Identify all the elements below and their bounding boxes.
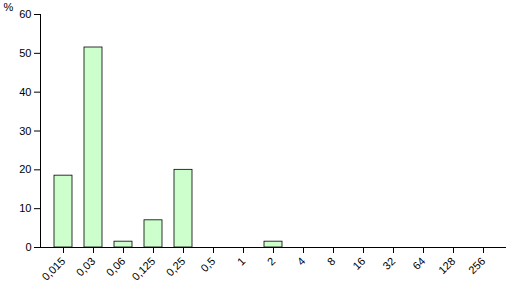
svg-text:0,125: 0,125 bbox=[129, 255, 157, 283]
svg-text:10: 10 bbox=[19, 202, 31, 214]
svg-text:4: 4 bbox=[295, 255, 308, 268]
svg-text:0,03: 0,03 bbox=[74, 255, 98, 279]
svg-text:16: 16 bbox=[350, 255, 367, 272]
svg-text:%: % bbox=[4, 1, 14, 13]
svg-text:0: 0 bbox=[25, 241, 31, 253]
svg-text:2: 2 bbox=[265, 255, 278, 268]
svg-text:30: 30 bbox=[19, 125, 31, 137]
svg-text:0,5: 0,5 bbox=[198, 255, 217, 274]
svg-text:40: 40 bbox=[19, 86, 31, 98]
svg-text:0,015: 0,015 bbox=[39, 255, 67, 283]
svg-text:50: 50 bbox=[19, 47, 31, 59]
svg-text:128: 128 bbox=[436, 255, 457, 276]
svg-text:8: 8 bbox=[325, 255, 338, 268]
svg-text:0,06: 0,06 bbox=[104, 255, 128, 279]
svg-text:20: 20 bbox=[19, 163, 31, 175]
svg-text:0,25: 0,25 bbox=[164, 255, 188, 279]
svg-text:32: 32 bbox=[380, 255, 397, 272]
svg-text:1: 1 bbox=[235, 255, 248, 268]
svg-text:64: 64 bbox=[410, 255, 427, 272]
svg-text:60: 60 bbox=[19, 8, 31, 20]
svg-text:256: 256 bbox=[466, 255, 487, 276]
